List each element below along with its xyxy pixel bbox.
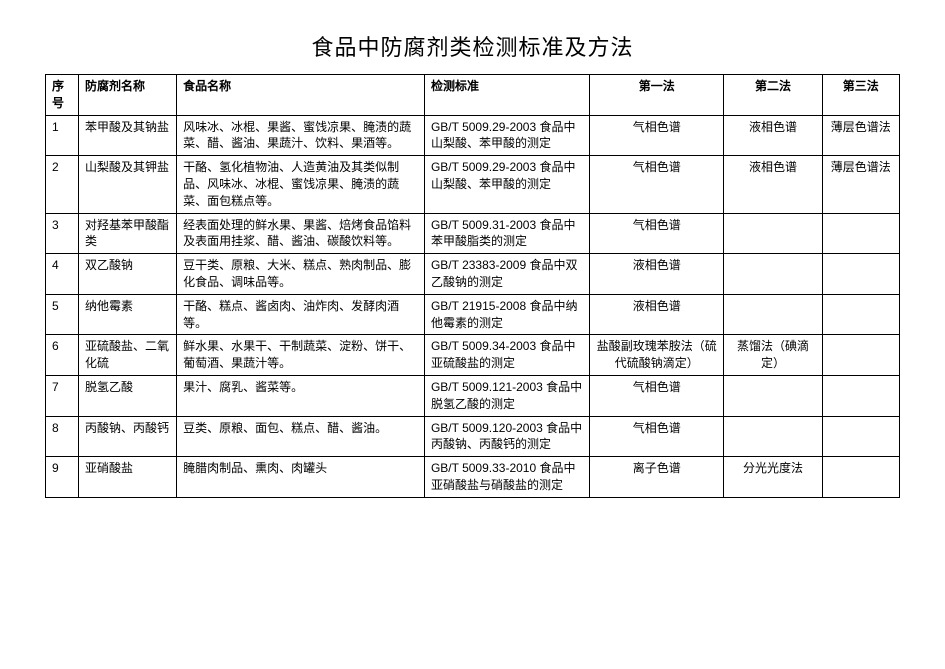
col-header-index: 序号 <box>46 75 79 116</box>
cell-method2: 分光光度法 <box>724 457 822 498</box>
cell-index: 5 <box>46 294 79 335</box>
page-title: 食品中防腐剂类检测标准及方法 <box>45 30 900 62</box>
cell-standard: GB/T 5009.34-2003 食品中亚硫酸盐的测定 <box>424 335 589 376</box>
cell-preservative: 苯甲酸及其钠盐 <box>79 115 177 156</box>
cell-method3 <box>822 294 900 335</box>
cell-method3: 薄层色谱法 <box>822 115 900 156</box>
table-row: 6亚硫酸盐、二氧化硫鲜水果、水果干、干制蔬菜、淀粉、饼干、葡萄酒、果蔬汁等。GB… <box>46 335 900 376</box>
table-row: 9亚硝酸盐腌腊肉制品、熏肉、肉罐头GB/T 5009.33-2010 食品中亚硝… <box>46 457 900 498</box>
cell-standard: GB/T 21915-2008 食品中纳他霉素的测定 <box>424 294 589 335</box>
col-header-standard: 检测标准 <box>424 75 589 116</box>
cell-method2 <box>724 294 822 335</box>
cell-method2 <box>724 213 822 254</box>
cell-method3 <box>822 457 900 498</box>
cell-food: 风味冰、冰棍、果酱、蜜饯凉果、腌渍的蔬菜、醋、酱油、果蔬汁、饮料、果酒等。 <box>177 115 425 156</box>
cell-method1: 气相色谱 <box>590 416 724 457</box>
table-row: 5纳他霉素干酪、糕点、酱卤肉、油炸肉、发酵肉酒等。GB/T 21915-2008… <box>46 294 900 335</box>
table-header-row: 序号 防腐剂名称 食品名称 检测标准 第一法 第二法 第三法 <box>46 75 900 116</box>
cell-method1: 盐酸副玫瑰苯胺法（硫代硫酸钠滴定） <box>590 335 724 376</box>
cell-preservative: 亚硝酸盐 <box>79 457 177 498</box>
col-header-food: 食品名称 <box>177 75 425 116</box>
cell-index: 3 <box>46 213 79 254</box>
cell-standard: GB/T 5009.31-2003 食品中苯甲酸脂类的测定 <box>424 213 589 254</box>
cell-method3 <box>822 416 900 457</box>
col-header-preservative: 防腐剂名称 <box>79 75 177 116</box>
standards-table: 序号 防腐剂名称 食品名称 检测标准 第一法 第二法 第三法 1苯甲酸及其钠盐风… <box>45 74 900 498</box>
cell-method3 <box>822 213 900 254</box>
cell-method2: 蒸馏法（碘滴定） <box>724 335 822 376</box>
cell-method3 <box>822 335 900 376</box>
cell-preservative: 山梨酸及其钾盐 <box>79 156 177 213</box>
table-row: 8丙酸钠、丙酸钙豆类、原粮、面包、糕点、醋、酱油。GB/T 5009.120-2… <box>46 416 900 457</box>
cell-index: 8 <box>46 416 79 457</box>
cell-method1: 离子色谱 <box>590 457 724 498</box>
cell-food: 腌腊肉制品、熏肉、肉罐头 <box>177 457 425 498</box>
table-row: 3对羟基苯甲酸酯类经表面处理的鲜水果、果酱、焙烤食品馅料及表面用挂浆、醋、酱油、… <box>46 213 900 254</box>
cell-method1: 气相色谱 <box>590 156 724 213</box>
cell-method2 <box>724 375 822 416</box>
cell-index: 6 <box>46 335 79 376</box>
cell-method1: 气相色谱 <box>590 375 724 416</box>
cell-standard: GB/T 5009.29-2003 食品中山梨酸、苯甲酸的测定 <box>424 115 589 156</box>
cell-food: 干酪、氢化植物油、人造黄油及其类似制品、风味冰、冰棍、蜜饯凉果、腌渍的蔬菜、面包… <box>177 156 425 213</box>
cell-preservative: 纳他霉素 <box>79 294 177 335</box>
col-header-method1: 第一法 <box>590 75 724 116</box>
cell-preservative: 丙酸钠、丙酸钙 <box>79 416 177 457</box>
cell-standard: GB/T 23383-2009 食品中双乙酸钠的测定 <box>424 254 589 295</box>
cell-index: 9 <box>46 457 79 498</box>
col-header-method3: 第三法 <box>822 75 900 116</box>
cell-method2 <box>724 254 822 295</box>
cell-food: 经表面处理的鲜水果、果酱、焙烤食品馅料及表面用挂浆、醋、酱油、碳酸饮料等。 <box>177 213 425 254</box>
table-row: 1苯甲酸及其钠盐风味冰、冰棍、果酱、蜜饯凉果、腌渍的蔬菜、醋、酱油、果蔬汁、饮料… <box>46 115 900 156</box>
cell-standard: GB/T 5009.121-2003 食品中脱氢乙酸的测定 <box>424 375 589 416</box>
cell-index: 7 <box>46 375 79 416</box>
col-header-method2: 第二法 <box>724 75 822 116</box>
cell-method2 <box>724 416 822 457</box>
cell-index: 2 <box>46 156 79 213</box>
cell-method1: 液相色谱 <box>590 254 724 295</box>
cell-method1: 气相色谱 <box>590 213 724 254</box>
cell-method2: 液相色谱 <box>724 115 822 156</box>
cell-method1: 气相色谱 <box>590 115 724 156</box>
cell-food: 豆干类、原粮、大米、糕点、熟肉制品、膨化食品、调味品等。 <box>177 254 425 295</box>
cell-method3 <box>822 375 900 416</box>
cell-food: 豆类、原粮、面包、糕点、醋、酱油。 <box>177 416 425 457</box>
cell-method3 <box>822 254 900 295</box>
cell-food: 鲜水果、水果干、干制蔬菜、淀粉、饼干、葡萄酒、果蔬汁等。 <box>177 335 425 376</box>
cell-preservative: 脱氢乙酸 <box>79 375 177 416</box>
cell-preservative: 亚硫酸盐、二氧化硫 <box>79 335 177 376</box>
cell-index: 1 <box>46 115 79 156</box>
table-row: 7脱氢乙酸果汁、腐乳、酱菜等。GB/T 5009.121-2003 食品中脱氢乙… <box>46 375 900 416</box>
cell-food: 果汁、腐乳、酱菜等。 <box>177 375 425 416</box>
cell-method1: 液相色谱 <box>590 294 724 335</box>
cell-standard: GB/T 5009.33-2010 食品中亚硝酸盐与硝酸盐的测定 <box>424 457 589 498</box>
cell-index: 4 <box>46 254 79 295</box>
cell-method2: 液相色谱 <box>724 156 822 213</box>
cell-standard: GB/T 5009.29-2003 食品中山梨酸、苯甲酸的测定 <box>424 156 589 213</box>
cell-method3: 薄层色谱法 <box>822 156 900 213</box>
table-row: 4双乙酸钠豆干类、原粮、大米、糕点、熟肉制品、膨化食品、调味品等。GB/T 23… <box>46 254 900 295</box>
cell-preservative: 双乙酸钠 <box>79 254 177 295</box>
table-row: 2山梨酸及其钾盐干酪、氢化植物油、人造黄油及其类似制品、风味冰、冰棍、蜜饯凉果、… <box>46 156 900 213</box>
cell-preservative: 对羟基苯甲酸酯类 <box>79 213 177 254</box>
cell-food: 干酪、糕点、酱卤肉、油炸肉、发酵肉酒等。 <box>177 294 425 335</box>
cell-standard: GB/T 5009.120-2003 食品中丙酸钠、丙酸钙的测定 <box>424 416 589 457</box>
